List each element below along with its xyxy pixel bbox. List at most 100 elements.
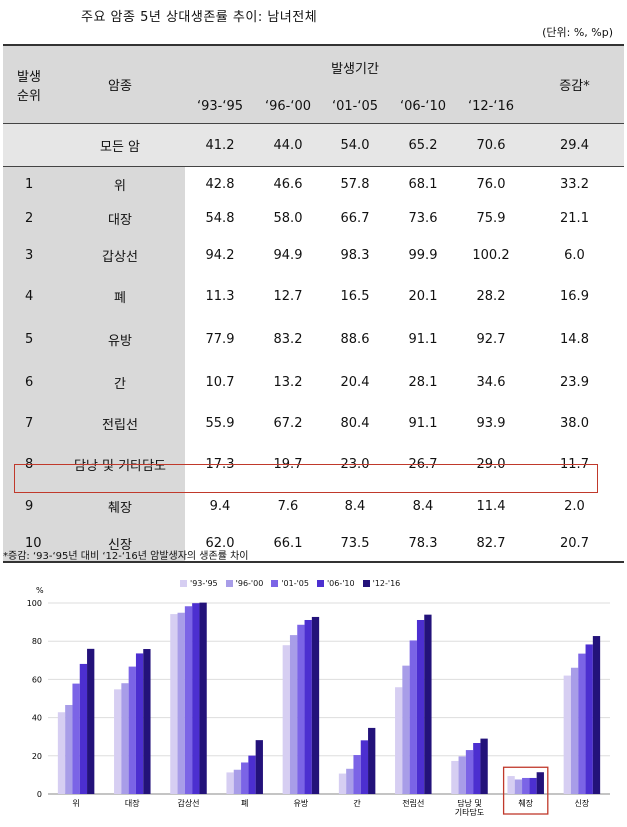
cell-value: 28.1: [408, 375, 438, 390]
cancer-rank: 8: [3, 442, 55, 487]
x-tick-label: 간: [353, 798, 361, 808]
bar: [563, 675, 571, 794]
bar: [416, 619, 425, 794]
bar: [177, 612, 185, 794]
cell-value: 70.6: [457, 123, 525, 167]
bar: [143, 649, 151, 794]
bar: [233, 769, 242, 794]
cancer-name: 유방: [55, 318, 185, 361]
header-change: 증감*: [525, 45, 624, 124]
period-label: ‘01-‘05: [321, 89, 389, 124]
bar: [360, 740, 369, 794]
cell-value: 92.7: [476, 332, 506, 347]
bar: [79, 663, 88, 794]
bar: [480, 738, 488, 794]
cancer-name: 모든 암: [55, 123, 185, 167]
cell-value: 91.1: [408, 332, 438, 347]
cell-change: 21.1: [560, 210, 589, 226]
cell-value: 46.6: [273, 176, 303, 192]
unit-label: (단위: %, %p): [542, 26, 613, 39]
cell-value: 26.7: [408, 457, 438, 472]
cell-change: 38.0: [560, 415, 589, 431]
bar: [395, 687, 403, 794]
legend-swatch: [180, 580, 187, 587]
cell-value: 20.4: [340, 375, 370, 390]
bar: [578, 653, 586, 794]
bar: [170, 614, 178, 794]
y-tick-label: 20: [32, 752, 42, 761]
table-row: 8 담낭 및 기타담도 17.3 19.7 23.0 26.7 29.0 11.7: [3, 442, 624, 487]
cell-value: 10.7: [205, 375, 235, 390]
bar: [255, 740, 263, 794]
cell-value: 16.5: [340, 289, 370, 304]
x-tick-label: 갑상선: [177, 798, 199, 808]
bar: [536, 772, 544, 794]
bar: [135, 653, 144, 794]
table-row: 5 유방 77.9 83.2 88.6 91.1 92.7 14.8: [3, 318, 624, 361]
bar: [57, 712, 66, 794]
x-tick-label: 폐: [241, 798, 248, 808]
bar: [241, 762, 249, 794]
bar: [451, 760, 459, 794]
cell-value: 66.1: [255, 525, 321, 563]
bar: [192, 603, 200, 794]
bar: [338, 773, 347, 794]
cell-value: 8.4: [412, 498, 434, 514]
bar: [522, 777, 530, 794]
period-label: ‘06-‘10: [389, 89, 457, 124]
cell-change: 11.7: [560, 457, 589, 472]
bar: [121, 683, 129, 794]
table-row: 1 위 42.8 46.6 57.8 68.1 76.0 33.2: [3, 166, 624, 201]
legend-label: '06-'10: [326, 579, 355, 588]
cell-value: 13.2: [273, 375, 303, 390]
legend-item: '96-'00: [225, 579, 263, 588]
y-tick-label: 100: [27, 599, 42, 608]
cancer-rank: 1: [3, 166, 55, 201]
legend-swatch: [316, 580, 324, 587]
cell-value: 94.9: [273, 247, 303, 263]
cancer-name: 위: [55, 166, 185, 201]
legend-item: '93-'95: [180, 579, 218, 588]
cell-value: 29.0: [476, 457, 506, 472]
bar: [297, 624, 305, 794]
cell-value: 65.2: [389, 123, 457, 167]
table-row: 9 췌장 9.4 7.6 8.4 8.4 11.4 2.0: [3, 487, 624, 525]
cancer-name: 전립선: [55, 404, 185, 442]
bar: [465, 750, 474, 794]
legend-item: '06-'10: [316, 579, 355, 588]
cell-value: 82.7: [457, 525, 525, 563]
bar: [346, 768, 354, 794]
bar: [289, 635, 298, 794]
y-axis-label: %: [36, 586, 44, 595]
cancer-rank: 2: [3, 201, 55, 235]
y-tick-label: 60: [32, 675, 42, 684]
x-tick-label: 담낭 및 기타담도: [455, 798, 484, 817]
x-tick-label: 유방: [294, 798, 309, 808]
header-cancer: 암종: [55, 45, 185, 124]
bar: [87, 648, 95, 794]
bar: [409, 640, 417, 794]
cell-value: 99.9: [408, 247, 438, 263]
cell-change: 16.9: [560, 289, 589, 304]
legend-swatch: [362, 580, 370, 587]
bar: [114, 689, 122, 794]
cancer-name: 폐: [55, 275, 185, 318]
cell-value: 91.1: [408, 415, 438, 431]
cell-value: 73.5: [321, 525, 389, 563]
chart-legend: '93-'95 '96-'00 '01-'05 '06-'10 '12-'16: [180, 579, 400, 588]
bar: [514, 779, 523, 794]
page-title: 주요 암종 5년 상대생존률 추이: 남녀전체: [81, 10, 318, 25]
legend-label: '01-'05: [281, 579, 309, 588]
table-row: 10 신장 62.0 66.1 73.5 78.3 82.7 20.7: [3, 525, 624, 563]
legend-swatch: [271, 580, 279, 587]
cell-value: 75.9: [476, 210, 506, 226]
bar: [570, 667, 579, 794]
table-row: 6 간 10.7 13.2 20.4 28.1 34.6 23.9: [3, 361, 624, 404]
bar: [184, 606, 193, 794]
cell-change: 2.0: [564, 498, 585, 514]
bar: [473, 743, 481, 794]
cancer-name: 대장: [55, 201, 185, 235]
table-row: 7 전립선 55.9 67.2 80.4 91.1 93.9 38.0: [3, 404, 624, 442]
legend-label: '93-'95: [190, 579, 218, 588]
cancer-rank: 3: [3, 235, 55, 275]
